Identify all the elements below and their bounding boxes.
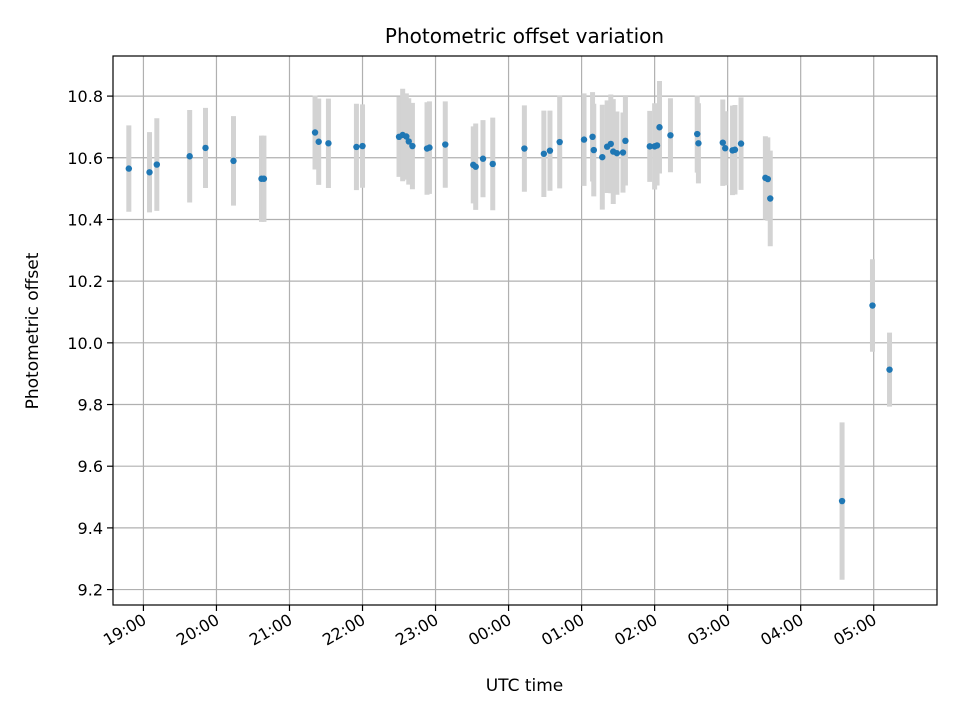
data-point <box>556 138 563 146</box>
x-tick-label: 01:00 <box>538 610 587 650</box>
y-axis-label: Photometric offset <box>23 252 43 409</box>
y-tick-label: 9.8 <box>78 396 103 415</box>
data-point <box>260 175 268 182</box>
data-point <box>546 147 554 154</box>
x-tick-label: 02:00 <box>611 610 660 650</box>
data-point <box>622 137 629 145</box>
x-tick-label: 20:00 <box>173 610 222 650</box>
x-tick-label: 03:00 <box>684 610 733 650</box>
data-point <box>589 133 596 141</box>
data-point <box>607 140 615 148</box>
data-point <box>442 141 449 148</box>
data-point <box>472 163 479 170</box>
y-tick-label: 9.6 <box>78 457 103 476</box>
data-point <box>353 143 360 151</box>
data-point <box>613 149 621 157</box>
x-tick-label: 00:00 <box>465 610 514 650</box>
plot-frame <box>112 55 938 606</box>
data-point <box>325 140 332 147</box>
data-point <box>202 144 209 152</box>
x-tick-label: 23:00 <box>392 610 441 650</box>
data-point <box>479 155 487 162</box>
data-point <box>489 160 496 168</box>
y-tick-label: 9.4 <box>78 519 103 538</box>
x-tick-label: 05:00 <box>830 610 879 650</box>
data-point <box>737 140 745 147</box>
data-point <box>580 136 588 143</box>
data-point <box>667 132 674 139</box>
chart-title: Photometric offset variation <box>385 24 664 48</box>
data-points <box>125 124 893 505</box>
grid <box>113 56 937 605</box>
data-point <box>869 302 876 309</box>
data-point <box>886 366 893 373</box>
data-point <box>653 142 661 149</box>
data-point <box>146 169 153 176</box>
data-point <box>521 145 528 152</box>
data-point <box>405 138 412 145</box>
data-point <box>125 165 133 172</box>
data-point <box>186 153 193 160</box>
x-tick-label: 19:00 <box>100 610 149 650</box>
x-axis-label: UTC time <box>486 676 564 696</box>
data-point <box>719 139 726 146</box>
data-point <box>731 146 739 153</box>
data-point <box>153 161 161 168</box>
data-point <box>646 143 653 150</box>
y-tick-label: 10.4 <box>67 210 103 229</box>
x-tick-label: 21:00 <box>246 610 295 650</box>
data-point <box>656 124 663 131</box>
data-point <box>359 142 366 150</box>
data-point <box>764 175 772 183</box>
error-bars <box>126 80 893 580</box>
data-point <box>540 150 548 157</box>
data-point <box>426 144 433 151</box>
data-point <box>695 140 702 147</box>
data-point <box>315 138 322 145</box>
data-point <box>599 153 606 161</box>
x-tick-label: 22:00 <box>319 610 368 650</box>
y-tick-label: 10.8 <box>67 87 103 106</box>
y-tick-label: 10.6 <box>67 149 103 168</box>
data-point <box>694 130 701 138</box>
data-point <box>838 497 846 505</box>
x-tick-label: 04:00 <box>757 610 806 650</box>
y-tick-label: 10.2 <box>67 272 103 291</box>
data-point <box>311 129 319 136</box>
data-point <box>403 133 410 140</box>
data-point <box>590 146 597 154</box>
y-tick-label: 10.0 <box>67 334 103 353</box>
data-point <box>722 145 729 152</box>
data-point <box>409 142 416 150</box>
y-tick-label: 9.2 <box>78 581 103 600</box>
data-point <box>230 157 237 165</box>
data-point <box>619 149 627 156</box>
data-point <box>767 195 774 202</box>
